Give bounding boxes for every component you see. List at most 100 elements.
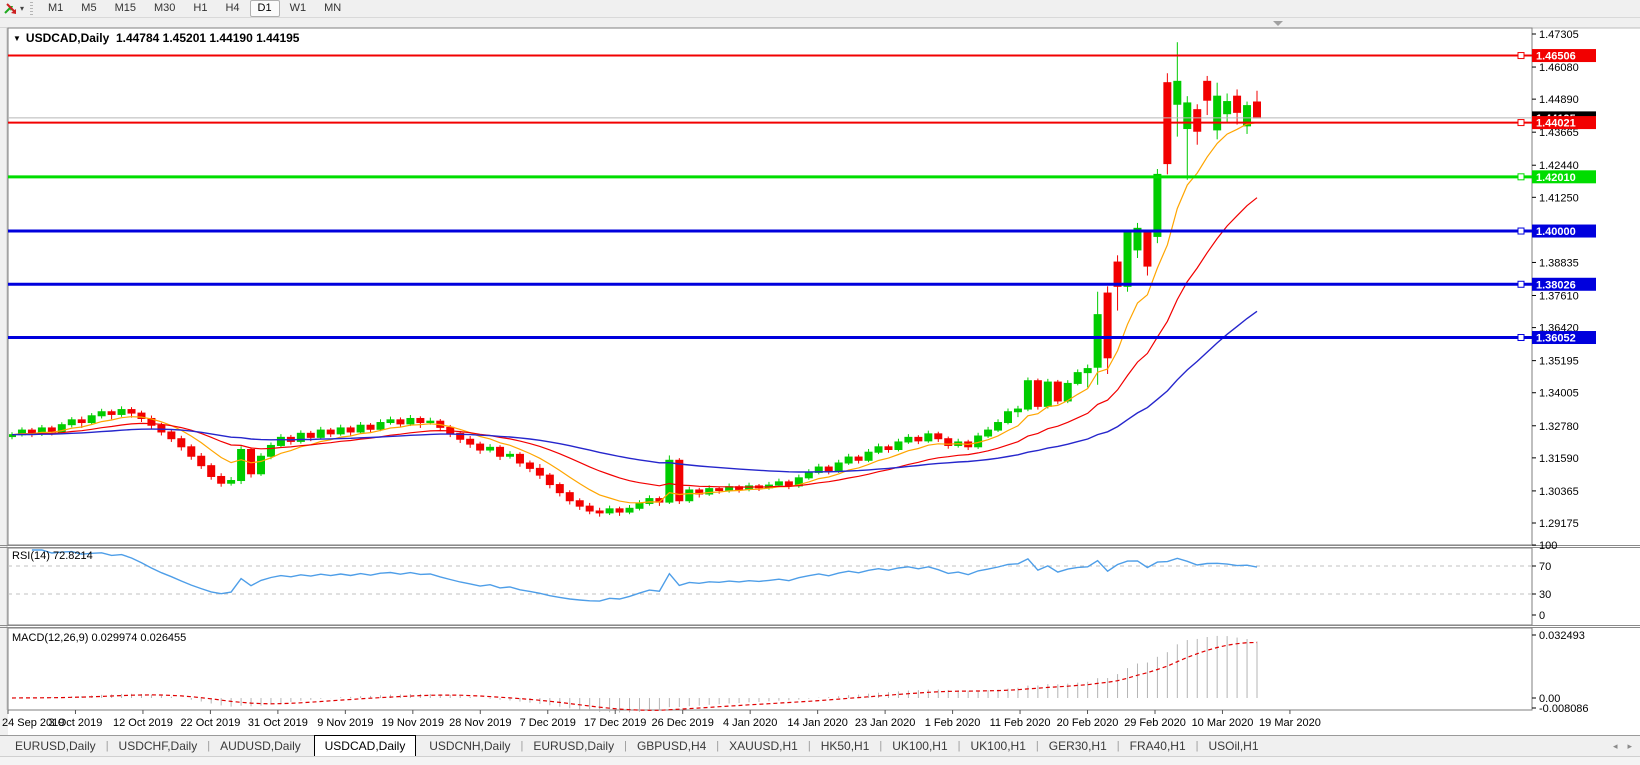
status-bar bbox=[0, 756, 1640, 765]
moving-average-21 bbox=[11, 197, 1258, 488]
svg-text:1.43665: 1.43665 bbox=[1539, 127, 1579, 139]
timeframe-button-d1[interactable]: D1 bbox=[249, 0, 280, 17]
svg-text:1.30365: 1.30365 bbox=[1539, 486, 1579, 498]
tab-divider: | bbox=[207, 740, 211, 752]
svg-text:1.34005: 1.34005 bbox=[1539, 388, 1579, 400]
symbol-tab-usdcnh-4[interactable]: USDCNH,Daily bbox=[429, 739, 511, 753]
timeframe-button-mn[interactable]: MN bbox=[324, 2, 342, 14]
symbol-tab-eurusd-5[interactable]: EURUSD,Daily bbox=[533, 739, 615, 753]
tab-divider: | bbox=[716, 740, 720, 752]
svg-text:1.42010: 1.42010 bbox=[1536, 172, 1576, 184]
svg-text:1.47305: 1.47305 bbox=[1539, 29, 1579, 41]
svg-text:1.32780: 1.32780 bbox=[1539, 421, 1579, 433]
svg-text:30: 30 bbox=[1539, 589, 1551, 601]
tab-divider: | bbox=[879, 740, 883, 752]
timeframe-button-m1[interactable]: M1 bbox=[48, 2, 64, 14]
symbol-tabs: EURUSD,Daily | USDCHF,Daily | AUDUSD,Daily | U… bbox=[5, 735, 1269, 756]
timeframe-toolbar: ▾ M1 M5 M15 M30 H1 H4 D1 W1 MN bbox=[0, 0, 1640, 18]
svg-text:1.38835: 1.38835 bbox=[1539, 257, 1579, 269]
symbol-tab-fra40-12[interactable]: FRA40,H1 bbox=[1129, 739, 1186, 753]
timeframe-button-h1[interactable]: H1 bbox=[193, 2, 208, 14]
date-label: 24 Sep 2019 bbox=[2, 717, 64, 729]
moving-average-55 bbox=[11, 310, 1258, 473]
symbol-tab-xauusd-7[interactable]: XAUUSD,H1 bbox=[729, 739, 798, 753]
date-label: 1 Feb 2020 bbox=[925, 717, 981, 729]
date-label: 12 Oct 2019 bbox=[113, 717, 173, 729]
symbol-tab-usdchf-1[interactable]: USDCHF,Daily bbox=[118, 739, 198, 753]
date-label: 22 Oct 2019 bbox=[180, 717, 240, 729]
svg-text:0.032493: 0.032493 bbox=[1539, 630, 1585, 642]
svg-text:1.29175: 1.29175 bbox=[1539, 518, 1579, 530]
tab-divider: | bbox=[1035, 740, 1039, 752]
tab-divider: | bbox=[1116, 740, 1120, 752]
svg-text:1.35195: 1.35195 bbox=[1539, 356, 1579, 368]
date-label: 31 Oct 2019 bbox=[248, 717, 308, 729]
timeframe-button-m5[interactable]: M5 bbox=[81, 2, 97, 14]
rsi-line bbox=[31, 549, 1258, 602]
svg-text:1.40000: 1.40000 bbox=[1536, 226, 1576, 238]
svg-text:0.00: 0.00 bbox=[1539, 693, 1560, 705]
symbol-tab-eurusd-0[interactable]: EURUSD,Daily bbox=[15, 739, 96, 753]
date-label: 17 Dec 2019 bbox=[584, 717, 646, 729]
date-label: 14 Jan 2020 bbox=[787, 717, 848, 729]
svg-text:1.46506: 1.46506 bbox=[1536, 51, 1576, 63]
svg-text:1.37610: 1.37610 bbox=[1539, 290, 1579, 302]
symbol-tab-uk100-9[interactable]: UK100,H1 bbox=[892, 739, 948, 753]
tabs-scroll-left-icon[interactable]: ◂ bbox=[1612, 741, 1618, 751]
macd-indicator-label: MACD(12,26,9) 0.029974 0.026455 bbox=[12, 632, 187, 644]
chart-ohlc-values: 1.44784 1.45201 1.44190 1.44195 bbox=[115, 31, 300, 45]
svg-text:100: 100 bbox=[1539, 540, 1557, 552]
date-label: 19 Mar 2020 bbox=[1259, 717, 1321, 729]
date-label: 9 Nov 2019 bbox=[317, 717, 373, 729]
chart-title: ▼ USDCAD,Daily 1.44784 1.45201 1.44190 1.… bbox=[13, 31, 299, 45]
symbol-tab-usoil-13[interactable]: USOil,H1 bbox=[1208, 739, 1259, 753]
symbol-tab-audusd-2[interactable]: AUDUSD,Daily bbox=[220, 739, 301, 753]
tab-divider: | bbox=[520, 740, 524, 752]
date-label: 19 Nov 2019 bbox=[382, 717, 444, 729]
symbol-tab-usdcad-3[interactable]: USDCAD,Daily bbox=[313, 735, 417, 756]
chart-symbol: USDCAD,Daily bbox=[25, 31, 110, 45]
moving-average-8 bbox=[11, 122, 1258, 504]
macd-signal-line bbox=[11, 641, 1258, 711]
date-label: 7 Dec 2019 bbox=[520, 717, 576, 729]
tab-divider: | bbox=[624, 740, 627, 752]
date-label: 3 Oct 2019 bbox=[49, 717, 103, 729]
tab-divider: | bbox=[957, 740, 961, 752]
rsi-indicator-label: RSI(14) 72.8214 bbox=[12, 550, 93, 562]
timeframe-button-m15[interactable]: M15 bbox=[114, 2, 136, 14]
chevron-down-icon[interactable]: ▾ bbox=[20, 4, 25, 13]
date-label: 26 Dec 2019 bbox=[652, 717, 714, 729]
timeframe-button-m30[interactable]: M30 bbox=[153, 2, 176, 14]
date-label: 4 Jan 2020 bbox=[723, 717, 777, 729]
tab-divider: | bbox=[807, 740, 811, 752]
tabs-scroll-right-icon[interactable]: ▸ bbox=[1627, 741, 1632, 751]
date-label: 20 Feb 2020 bbox=[1057, 717, 1119, 729]
date-label: 11 Feb 2020 bbox=[990, 717, 1051, 729]
svg-text:1.38026: 1.38026 bbox=[1536, 279, 1576, 291]
svg-text:-0.008086: -0.008086 bbox=[1539, 703, 1589, 715]
timeframe-button-w1[interactable]: W1 bbox=[289, 2, 307, 14]
symbol-tab-ger30-11[interactable]: GER30,H1 bbox=[1048, 739, 1107, 753]
svg-text:1.36052: 1.36052 bbox=[1536, 333, 1576, 345]
date-label: 29 Feb 2020 bbox=[1124, 717, 1186, 729]
chart-shift-marker bbox=[1273, 21, 1283, 26]
svg-text:0: 0 bbox=[1539, 610, 1545, 622]
svg-text:1.31590: 1.31590 bbox=[1539, 453, 1579, 465]
symbol-dropdown-icon[interactable]: ▼ bbox=[13, 34, 21, 43]
symbol-tab-gbpusd-6[interactable]: GBPUSD,H4 bbox=[636, 739, 707, 753]
timeframe-button-h4[interactable]: H4 bbox=[225, 2, 240, 14]
toolbar-grip[interactable] bbox=[30, 2, 34, 15]
price-chart[interactable]: 1.47305 1.46080 1.44890 1.43665 1.42440 1.412… bbox=[0, 18, 1640, 735]
trend-arrows-icon[interactable] bbox=[2, 1, 19, 16]
date-label: 23 Jan 2020 bbox=[855, 717, 916, 729]
symbol-tab-uk100-10[interactable]: UK100,H1 bbox=[970, 739, 1026, 753]
svg-text:1.44021: 1.44021 bbox=[1536, 118, 1576, 130]
svg-text:70: 70 bbox=[1539, 561, 1551, 573]
date-label: 10 Mar 2020 bbox=[1192, 717, 1254, 729]
svg-text:1.42440: 1.42440 bbox=[1539, 160, 1579, 172]
tab-divider: | bbox=[105, 740, 109, 752]
symbol-tab-bar: EURUSD,Daily | USDCHF,Daily | AUDUSD,Daily | U… bbox=[0, 735, 1640, 756]
symbol-tab-hk50-8[interactable]: HK50,H1 bbox=[820, 739, 870, 753]
tab-divider: | bbox=[1195, 740, 1199, 752]
timeframe-buttons: M1 M5 M15 M30 H1 H4 D1 W1 MN bbox=[39, 0, 350, 17]
